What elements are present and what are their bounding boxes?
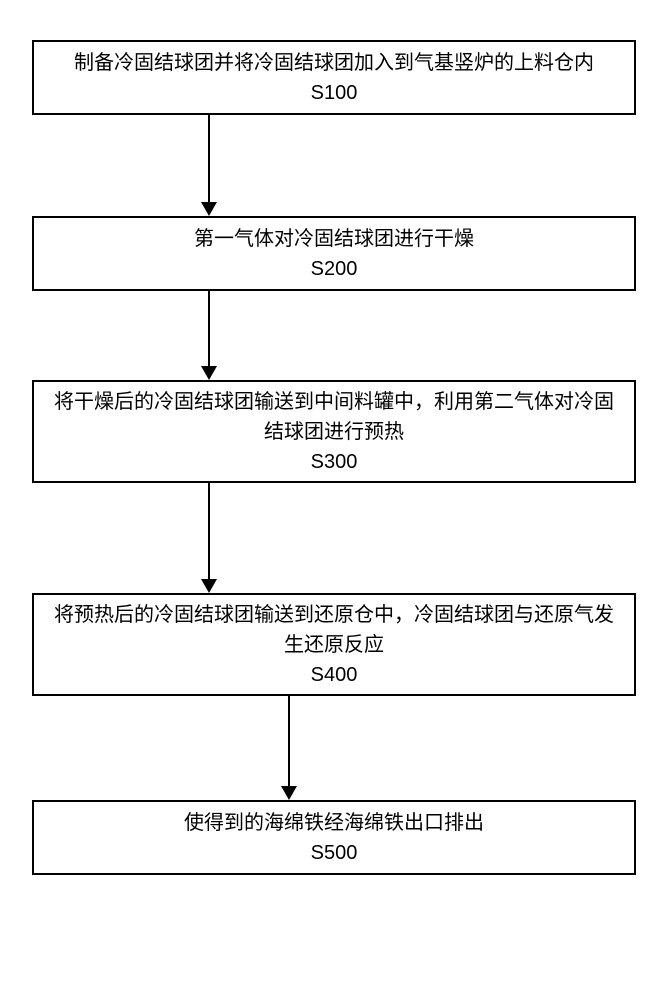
step-text: 制备冷固结球团并将冷固结球团加入到气基竖炉的上料仓内	[74, 48, 594, 78]
arrow-icon	[201, 291, 217, 380]
flowchart-step-s200: 第一气体对冷固结球团进行干燥 S200	[32, 216, 636, 291]
step-id: S200	[311, 254, 358, 284]
flowchart-container: 制备冷固结球团并将冷固结球团加入到气基竖炉的上料仓内 S100 第一气体对冷固结…	[0, 40, 668, 875]
arrow-head-icon	[201, 579, 217, 593]
arrow-line	[208, 483, 210, 579]
arrow-head-icon	[281, 786, 297, 800]
step-text: 第一气体对冷固结球团进行干燥	[194, 224, 474, 254]
arrow-icon	[201, 115, 217, 216]
flowchart-step-s400: 将预热后的冷固结球团输送到还原仓中，冷固结球团与还原气发生还原反应 S400	[32, 593, 636, 696]
arrow-head-icon	[201, 366, 217, 380]
flowchart-step-s100: 制备冷固结球团并将冷固结球团加入到气基竖炉的上料仓内 S100	[32, 40, 636, 115]
flowchart-step-s500: 使得到的海绵铁经海绵铁出口排出 S500	[32, 800, 636, 875]
arrow-icon	[201, 483, 217, 593]
step-id: S500	[311, 838, 358, 868]
step-text: 使得到的海绵铁经海绵铁出口排出	[184, 808, 484, 838]
step-id: S300	[311, 447, 358, 477]
arrow-head-icon	[201, 202, 217, 216]
arrow-icon	[281, 696, 297, 800]
step-text: 将预热后的冷固结球团输送到还原仓中，冷固结球团与还原气发生还原反应	[54, 600, 614, 660]
arrow-line	[208, 291, 210, 366]
step-id: S400	[311, 660, 358, 690]
flowchart-step-s300: 将干燥后的冷固结球团输送到中间料罐中，利用第二气体对冷固结球团进行预热 S300	[32, 380, 636, 483]
arrow-line	[208, 115, 210, 202]
arrow-line	[288, 696, 290, 786]
step-id: S100	[311, 78, 358, 108]
step-text: 将干燥后的冷固结球团输送到中间料罐中，利用第二气体对冷固结球团进行预热	[54, 387, 614, 447]
